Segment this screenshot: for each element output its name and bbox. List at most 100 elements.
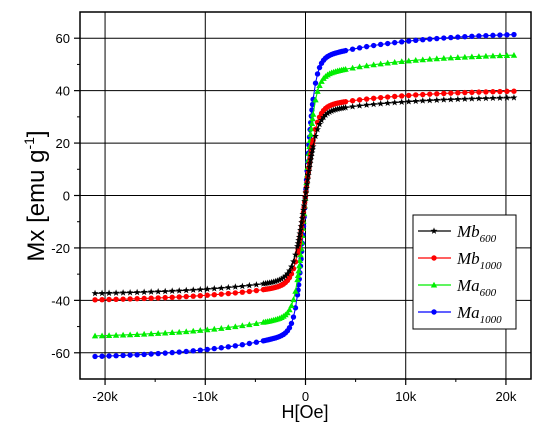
data-point (483, 89, 489, 95)
data-point (218, 325, 225, 331)
data-point (511, 31, 517, 38)
data-point (461, 53, 469, 60)
data-point (312, 80, 319, 86)
data-point (412, 57, 419, 63)
data-point (190, 348, 196, 354)
data-point (232, 343, 239, 349)
data-point (183, 293, 189, 300)
data-point (349, 102, 357, 110)
data-point (312, 96, 319, 103)
data-point (448, 34, 454, 41)
data-point (483, 32, 489, 39)
data-point (133, 331, 141, 337)
legend-entry: Ma600 (418, 276, 497, 299)
data-point (306, 163, 313, 171)
data-point (440, 96, 448, 103)
data-point (232, 323, 239, 330)
data-point (363, 43, 370, 50)
data-point (161, 287, 169, 295)
data-point (112, 289, 120, 296)
data-point (141, 351, 147, 358)
data-point (309, 115, 316, 122)
data-point (434, 91, 440, 97)
data-point (246, 321, 253, 328)
data-point (224, 283, 232, 291)
data-point (349, 46, 356, 52)
data-point (127, 296, 133, 302)
data-point (356, 102, 364, 109)
data-point (489, 94, 497, 102)
data-point (99, 353, 105, 359)
data-point (476, 89, 482, 95)
data-point (169, 349, 175, 356)
data-point (148, 351, 154, 357)
data-point (286, 306, 293, 313)
data-point (290, 257, 297, 265)
data-point (482, 94, 490, 102)
data-point (272, 277, 279, 285)
data-point (316, 64, 323, 71)
data-point (211, 292, 217, 298)
data-point (497, 88, 503, 95)
data-point (140, 288, 148, 296)
data-point (297, 222, 305, 230)
data-point (306, 159, 314, 167)
data-point (91, 289, 99, 297)
data-point (420, 91, 426, 98)
data-point (342, 98, 349, 105)
data-point (309, 110, 317, 117)
data-point (504, 88, 510, 95)
data-point (91, 332, 99, 339)
data-point (363, 62, 370, 69)
data-point (278, 275, 285, 282)
data-point (377, 60, 384, 67)
x-tick-label: 10k (395, 389, 416, 404)
data-point (309, 101, 316, 108)
data-point (161, 329, 169, 336)
data-point (316, 120, 323, 128)
data-point (288, 302, 295, 309)
data-point (326, 108, 333, 115)
data-point (175, 287, 183, 294)
data-point (370, 61, 377, 68)
data-point (399, 93, 405, 99)
legend-label: Mb600 (456, 222, 497, 245)
data-point (309, 146, 316, 153)
data-point (119, 289, 127, 296)
data-point (246, 340, 253, 347)
data-point (338, 104, 345, 112)
y-axis-label-main: Mx [emu g (23, 150, 50, 262)
data-point (312, 132, 319, 140)
data-point (391, 39, 398, 46)
data-point (307, 156, 315, 163)
data-point (294, 276, 301, 283)
data-point (336, 105, 343, 112)
data-point (162, 350, 168, 356)
data-point (297, 251, 304, 258)
data-point (154, 288, 162, 295)
data-point (405, 97, 413, 105)
data-point (384, 40, 391, 47)
data-point (288, 320, 295, 327)
data-point (342, 65, 349, 72)
data-point (183, 348, 189, 355)
data-point (420, 36, 426, 43)
data-point (134, 296, 140, 302)
data-point (211, 345, 217, 352)
data-point (204, 346, 210, 353)
data-point (225, 344, 232, 350)
data-point (182, 286, 190, 294)
data-point (511, 88, 517, 94)
data-point (342, 47, 349, 54)
series-mb-600 (91, 94, 518, 297)
y-tick-label: 40 (56, 84, 70, 99)
data-point (496, 94, 504, 101)
data-point (434, 35, 440, 42)
data-point (356, 45, 363, 51)
data-point (384, 59, 391, 66)
data-point (225, 290, 232, 297)
data-point (140, 330, 148, 337)
data-point (217, 284, 225, 291)
data-point (334, 105, 341, 112)
